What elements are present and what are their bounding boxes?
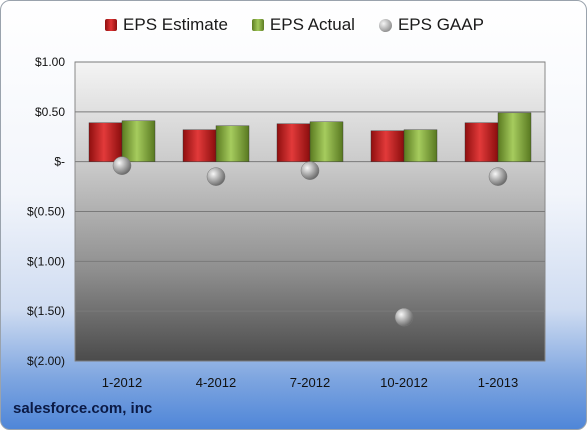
y-tick-label: $(1.50) bbox=[27, 304, 65, 318]
legend-item-eps-actual: EPS Actual bbox=[251, 15, 355, 35]
y-tick-label: $(1.00) bbox=[27, 254, 65, 268]
x-tick-label: 4-2012 bbox=[196, 375, 236, 390]
company-name: salesforce.com, inc bbox=[13, 400, 153, 417]
x-tick-label: 1-2012 bbox=[102, 375, 142, 390]
x-tick-label: 10-2012 bbox=[380, 375, 428, 390]
eps-actual-bar bbox=[215, 125, 250, 162]
eps-actual-bar bbox=[309, 121, 344, 162]
legend-label-eps-estimate: EPS Estimate bbox=[123, 15, 228, 34]
eps-estimate-bar bbox=[276, 123, 311, 162]
eps-estimate-bar bbox=[88, 122, 123, 162]
y-tick-label: $1.00 bbox=[35, 55, 65, 69]
eps-actual-bar bbox=[403, 129, 438, 162]
x-tick-label: 1-2013 bbox=[478, 375, 518, 390]
eps-gaap-point bbox=[394, 307, 414, 327]
legend-label-eps-gaap: EPS GAAP bbox=[397, 15, 484, 34]
eps-gaap-point bbox=[488, 167, 508, 186]
y-tick-label: $(2.00) bbox=[27, 354, 65, 368]
eps-estimate-bar bbox=[370, 130, 405, 162]
legend-swatch-eps-gaap bbox=[378, 18, 392, 32]
legend-label-eps-actual: EPS Actual bbox=[269, 15, 355, 34]
eps-gaap-point bbox=[206, 167, 226, 186]
eps-estimate-bar bbox=[182, 129, 217, 162]
legend-item-eps-gaap: EPS GAAP bbox=[378, 15, 484, 35]
eps-actual-bar bbox=[497, 112, 532, 162]
legend-item-eps-estimate: EPS Estimate bbox=[105, 15, 228, 35]
eps-actual-bar bbox=[121, 120, 156, 162]
eps-gaap-point bbox=[300, 161, 320, 180]
y-tick-label: $0.50 bbox=[35, 105, 65, 119]
chart-legend: EPS Estimate EPS Actual EPS GAAP bbox=[1, 15, 586, 35]
y-tick-label: $(0.50) bbox=[27, 205, 65, 219]
legend-swatch-eps-estimate bbox=[105, 19, 118, 31]
eps-estimate-bar bbox=[464, 122, 499, 162]
y-tick-label: $- bbox=[54, 155, 65, 169]
x-tick-label: 7-2012 bbox=[290, 375, 330, 390]
legend-swatch-eps-actual bbox=[251, 19, 264, 31]
eps-gaap-point bbox=[112, 156, 132, 175]
